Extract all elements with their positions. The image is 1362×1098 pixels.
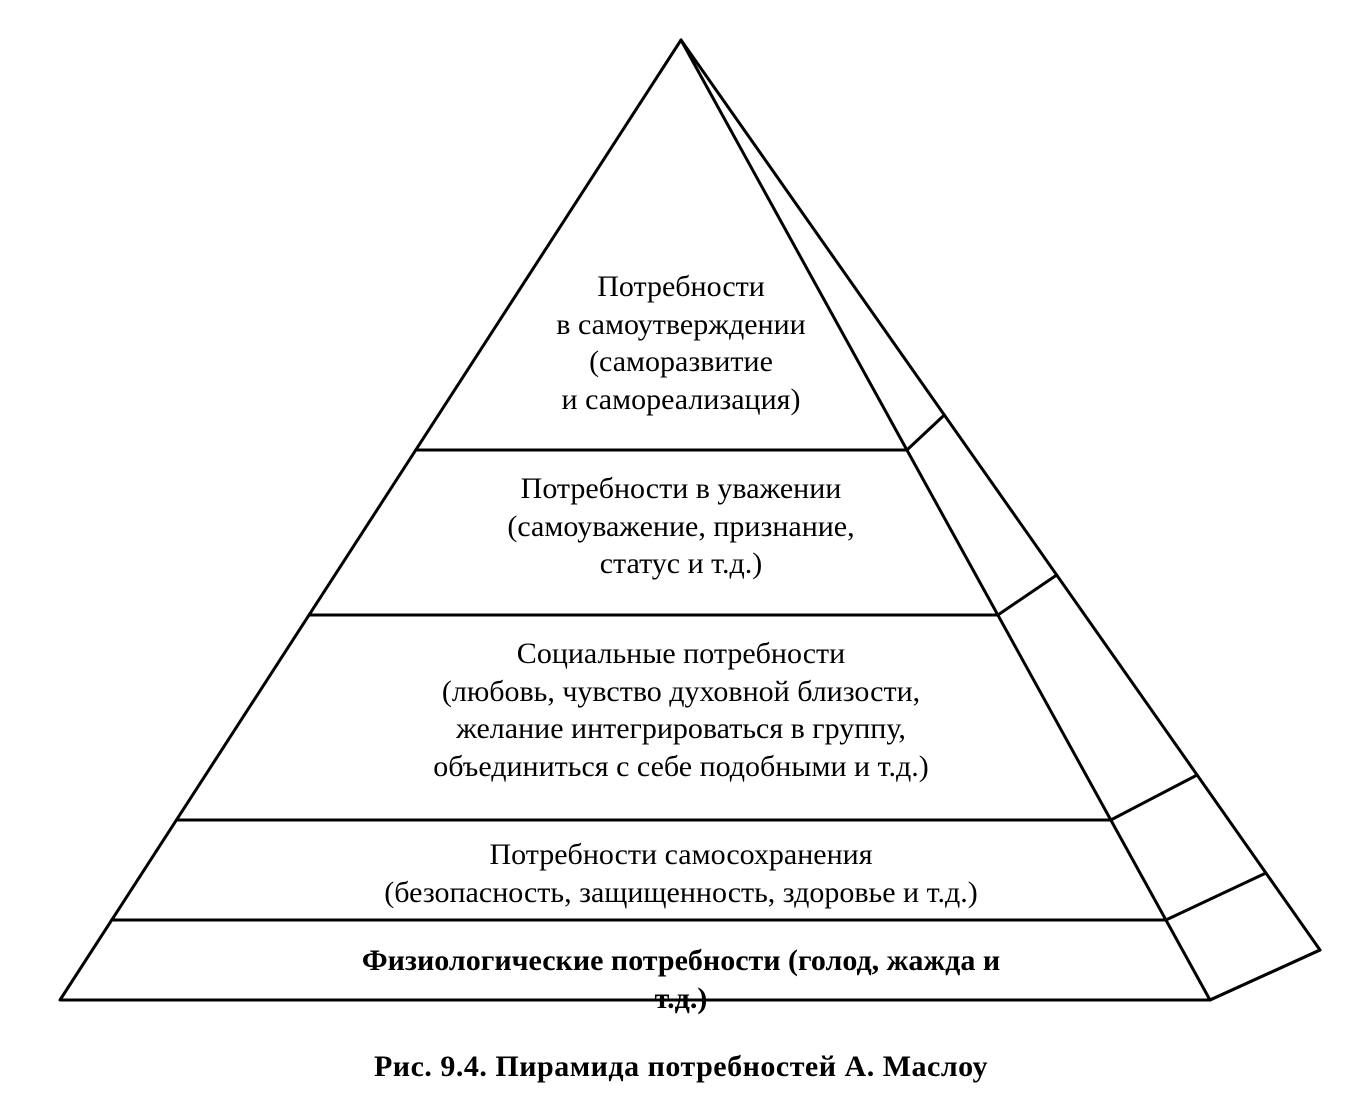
figure-caption: Рис. 9.4. Пирамида потребностей А. Масло… <box>374 1050 988 1084</box>
pyramid-level-4: Потребности самосохранения(безопасность,… <box>384 836 977 911</box>
pyramid-level-1: Потребностив самоутверждении (саморазвит… <box>556 268 805 418</box>
pyramid-level-title: Социальные потребности <box>433 635 928 673</box>
pyramid-level-title: Потребности в уважении <box>507 470 854 508</box>
pyramid-level-title: Потребности самосохранения <box>384 836 977 874</box>
pyramid-level-title: Потребности <box>556 268 805 306</box>
pyramid-level-title: Физиологические потребности (голод, жажд… <box>341 942 1022 1017</box>
pyramid-level-5: Физиологические потребности (голод, жажд… <box>341 942 1022 1017</box>
pyramid-level-subtitle: (безопасность, защищенность, здоровье и … <box>384 874 977 912</box>
diagram-stage: Потребностив самоутверждении (саморазвит… <box>0 0 1362 1098</box>
pyramid-level-subtitle: (самоуважение, признание, статус и т.д.) <box>507 508 854 583</box>
pyramid-level-3: Социальные потребности(любовь, чувство д… <box>433 635 928 785</box>
pyramid-level-subtitle: (любовь, чувство духовной близости, жела… <box>433 673 928 786</box>
pyramid-level-subtitle: в самоутверждении (саморазвитие и саморе… <box>556 306 805 419</box>
pyramid-level-2: Потребности в уважении(самоуважение, при… <box>507 470 854 583</box>
